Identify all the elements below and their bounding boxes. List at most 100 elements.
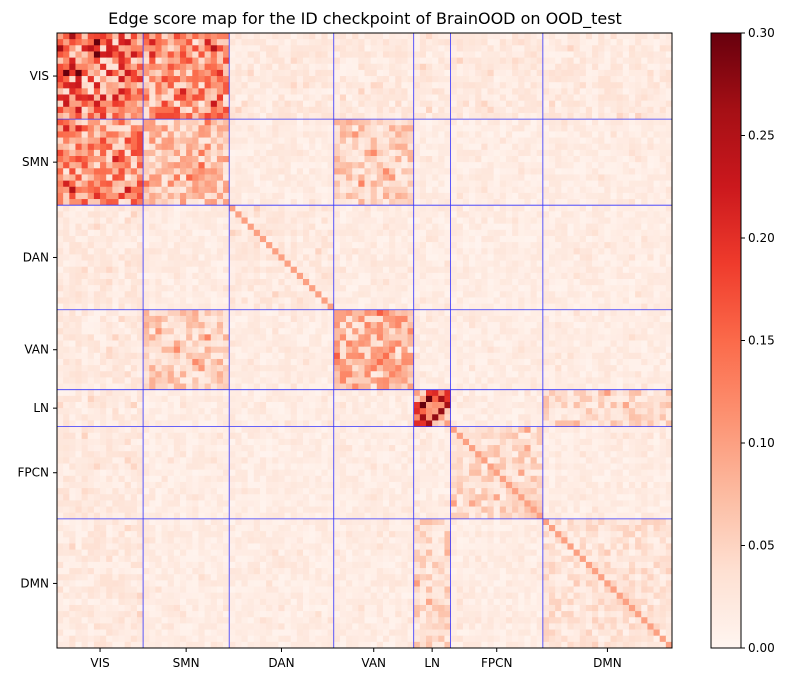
heatmap-cell <box>75 205 82 212</box>
heatmap-cell <box>278 45 285 52</box>
heatmap-cell <box>130 137 138 145</box>
heatmap-cell <box>180 82 187 89</box>
heatmap-cell <box>223 149 230 157</box>
heatmap-cell <box>469 57 476 65</box>
heatmap-cell <box>579 168 587 175</box>
heatmap-cell <box>321 315 328 323</box>
heatmap-cell <box>438 303 445 311</box>
heatmap-cell <box>266 322 273 329</box>
heatmap-cell <box>346 322 353 329</box>
heatmap-cell <box>118 180 126 188</box>
heatmap-cell <box>530 82 538 89</box>
heatmap-cell <box>130 100 138 108</box>
heatmap-cell <box>665 106 673 114</box>
heatmap-cell <box>87 51 95 58</box>
heatmap-cell <box>659 82 667 89</box>
heatmap-cell <box>69 168 76 175</box>
heatmap-cell <box>628 192 636 200</box>
heatmap-cell <box>346 100 353 108</box>
heatmap-cell <box>315 334 322 341</box>
heatmap-cell <box>272 192 279 200</box>
heatmap-cell <box>167 322 175 329</box>
heatmap-cell <box>598 131 605 138</box>
heatmap-cell <box>555 69 562 77</box>
heatmap-cell <box>259 174 267 181</box>
heatmap-cell <box>321 162 328 169</box>
heatmap-cell <box>487 143 495 151</box>
heatmap-cell <box>118 63 126 71</box>
heatmap-cell <box>112 168 119 175</box>
heatmap-cell <box>130 106 138 114</box>
heatmap-cell <box>401 100 408 108</box>
heatmap-cell <box>112 180 119 188</box>
heatmap-cell <box>229 272 236 280</box>
heatmap-cell <box>413 279 421 286</box>
heatmap-cell <box>352 180 359 188</box>
heatmap-cell <box>346 174 353 181</box>
heatmap-cell <box>327 260 335 268</box>
heatmap-cell <box>247 82 255 89</box>
heatmap-cell <box>481 137 488 145</box>
heatmap-cell <box>481 88 488 95</box>
heatmap-cell <box>57 51 64 58</box>
heatmap-cell <box>647 131 654 138</box>
heatmap-cell <box>481 162 488 169</box>
heatmap-cell <box>401 143 408 151</box>
heatmap-cell <box>352 45 359 52</box>
heatmap-cell <box>229 76 236 83</box>
heatmap-cell <box>542 119 550 126</box>
heatmap-cell <box>63 88 70 95</box>
heatmap-cell <box>235 260 242 268</box>
heatmap-cell <box>81 45 89 52</box>
heatmap-cell <box>223 254 230 261</box>
heatmap-cell <box>536 328 544 335</box>
heatmap-cell <box>665 242 673 249</box>
heatmap-cell <box>100 211 107 218</box>
heatmap-cell <box>75 156 82 163</box>
heatmap-cell <box>376 33 384 40</box>
heatmap-cell <box>419 33 427 40</box>
heatmap-cell <box>659 254 667 261</box>
heatmap-cell <box>216 76 224 83</box>
heatmap-cell <box>87 180 95 188</box>
heatmap-cell <box>75 291 82 298</box>
heatmap-cell <box>549 235 556 243</box>
heatmap-cell <box>628 143 636 151</box>
heatmap-cell <box>81 199 89 206</box>
heatmap-cell <box>549 63 556 71</box>
heatmap-cell <box>93 254 101 261</box>
heatmap-cell <box>616 112 624 120</box>
heatmap-cell <box>339 223 347 231</box>
heatmap-cell <box>481 328 488 335</box>
heatmap-cell <box>155 254 162 261</box>
heatmap-cell <box>389 242 396 249</box>
heatmap-cell <box>469 180 476 188</box>
heatmap-cell <box>346 88 353 95</box>
heatmap-cell <box>315 112 322 120</box>
heatmap-cell <box>432 168 439 175</box>
heatmap-cell <box>75 51 82 58</box>
heatmap-cell <box>450 33 458 40</box>
heatmap-cell <box>303 186 310 194</box>
heatmap-cell <box>530 149 538 157</box>
heatmap-cell <box>358 279 365 286</box>
heatmap-cell <box>241 82 249 89</box>
heatmap-cell <box>641 119 648 126</box>
heatmap-cell <box>395 119 402 126</box>
heatmap-cell <box>364 229 372 237</box>
heatmap-cell <box>161 156 169 163</box>
heatmap-cell <box>635 266 642 274</box>
heatmap-cell <box>487 186 495 194</box>
heatmap-cell <box>604 279 611 286</box>
heatmap-cell <box>432 39 439 46</box>
heatmap-cell <box>241 217 249 225</box>
heatmap-cell <box>370 242 378 249</box>
heatmap-cell <box>604 168 611 175</box>
heatmap-cell <box>266 315 273 323</box>
heatmap-cell <box>524 199 531 206</box>
heatmap-cell <box>346 260 353 268</box>
heatmap-cell <box>505 205 513 212</box>
heatmap-cell <box>512 149 519 157</box>
heatmap-cell <box>499 39 507 46</box>
heatmap-cell <box>456 180 464 188</box>
